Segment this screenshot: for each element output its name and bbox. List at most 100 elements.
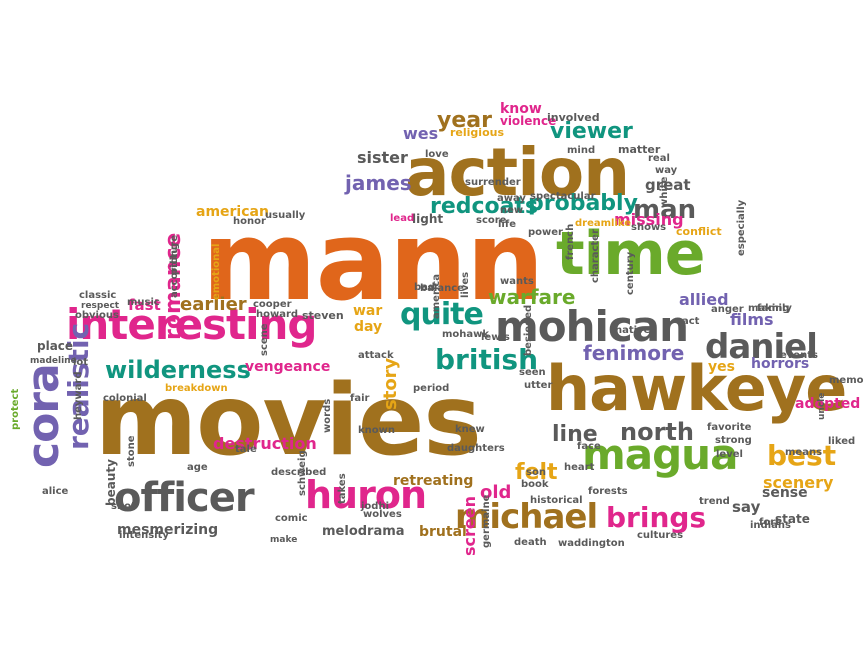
word-great: great: [645, 176, 691, 194]
word-liked: liked: [828, 436, 856, 447]
word-surrender: surrender: [465, 177, 521, 188]
word-shows: shows: [631, 222, 667, 233]
word-way: way: [655, 165, 678, 176]
word-best: best: [767, 439, 837, 472]
word-conflict: conflict: [676, 225, 722, 238]
word-classic: classic: [79, 290, 117, 301]
word-warfare: warfare: [488, 285, 576, 309]
word-real: real: [648, 153, 670, 164]
word-day: day: [354, 319, 383, 335]
word-face: face: [577, 441, 601, 452]
word-period: period: [413, 383, 450, 394]
word-seen: seen: [519, 367, 546, 378]
word-action: action: [405, 134, 630, 211]
word-mesmerizing: mesmerizing: [117, 522, 219, 538]
word-howard: howard: [256, 309, 299, 320]
word-mind: mind: [567, 145, 596, 156]
word-bad: bad: [414, 282, 436, 293]
word-hawkeye: hawkeye: [546, 352, 847, 425]
word-involved: involved: [547, 111, 600, 124]
word-scenery: scenery: [763, 473, 834, 492]
word-heart: heart: [564, 462, 595, 473]
word-viewer: viewer: [550, 119, 633, 144]
word-tale: tale: [235, 444, 257, 455]
word-jodhi: jodhi: [361, 501, 390, 512]
word-michael: michael: [455, 497, 598, 537]
word-utter: utter: [524, 380, 553, 391]
word-stone: stone: [126, 435, 137, 467]
word-obvious: obvious: [75, 310, 119, 321]
word-wilderness: wilderness: [105, 356, 251, 384]
word-wants: wants: [500, 276, 534, 287]
word-fair: fair: [350, 393, 370, 404]
word-old: old: [480, 482, 512, 503]
word-words: words: [322, 398, 333, 433]
word-power: power: [528, 227, 563, 238]
word-lewis: lewis: [481, 332, 510, 343]
word-beauty: beauty: [104, 459, 118, 506]
word-story: story: [380, 357, 401, 410]
word-brutal: brutal: [419, 524, 467, 540]
word-level: level: [716, 449, 743, 460]
word-vengeance: vengeance: [245, 359, 331, 375]
word-allied: allied: [679, 290, 729, 309]
word-scene: scene: [259, 323, 270, 356]
word-forests: forests: [588, 486, 628, 497]
word-daughters: daughters: [447, 443, 505, 454]
word-waddington: waddington: [558, 538, 625, 549]
word-place: place: [37, 339, 74, 353]
word-quite: quite: [400, 297, 484, 332]
word-age: age: [187, 462, 208, 473]
word-germaine: germaine: [481, 494, 492, 548]
word-trend: trend: [699, 496, 730, 507]
word-missing: missing: [614, 210, 684, 229]
word-described: described: [271, 467, 327, 478]
word-spectacular: spectacular: [530, 191, 596, 202]
word-north: north: [620, 418, 694, 446]
word-comic: comic: [275, 513, 308, 524]
word-favorite: favorite: [707, 422, 752, 433]
word-huron: huron: [305, 473, 427, 517]
word-alice: alice: [42, 486, 69, 497]
word-officer: officer: [114, 475, 255, 521]
word-historical: historical: [530, 495, 583, 506]
word-brings: brings: [606, 501, 707, 534]
word-daniel: daniel: [705, 327, 818, 367]
word-life: life: [498, 219, 516, 230]
word-act: act: [682, 316, 700, 327]
word-adopted: adopted: [795, 396, 861, 412]
word-british: british: [435, 343, 539, 376]
word-attack: attack: [358, 350, 394, 361]
word-native: native: [615, 325, 651, 336]
word-honor: honor: [233, 216, 266, 227]
word-uncle: uncle: [817, 392, 827, 420]
word-colonial: colonial: [103, 393, 147, 404]
word-schweig: schweig: [297, 450, 308, 496]
word-fenimore: fenimore: [583, 341, 685, 365]
word-picture: picture: [169, 234, 180, 275]
word-century: century: [625, 251, 636, 295]
word-mohican: mohican: [495, 302, 689, 351]
word-intensity: intensity: [119, 530, 169, 541]
word-interesting: interesting: [66, 300, 317, 349]
word-man: man: [633, 195, 697, 225]
word-steven: steven: [302, 309, 344, 322]
word-anger: anger: [711, 304, 744, 315]
word-fort: fort: [759, 517, 780, 528]
word-year: year: [437, 108, 492, 133]
word-war: war: [353, 303, 383, 319]
word-breakdown: breakdown: [165, 383, 228, 394]
word-known: known: [358, 425, 395, 436]
word-making: making: [748, 303, 790, 314]
word-music: music: [127, 297, 160, 308]
word-cora: cora: [18, 364, 69, 468]
word-lead: lead: [390, 213, 415, 224]
word-book: book: [521, 479, 549, 490]
word-shot: shot: [111, 501, 136, 512]
word-away: away: [497, 193, 526, 204]
word-felt: felt: [515, 460, 558, 485]
word-matter: matter: [618, 143, 661, 156]
word-mohawk: mohawk: [442, 329, 490, 340]
word-mann: mann: [202, 197, 544, 325]
